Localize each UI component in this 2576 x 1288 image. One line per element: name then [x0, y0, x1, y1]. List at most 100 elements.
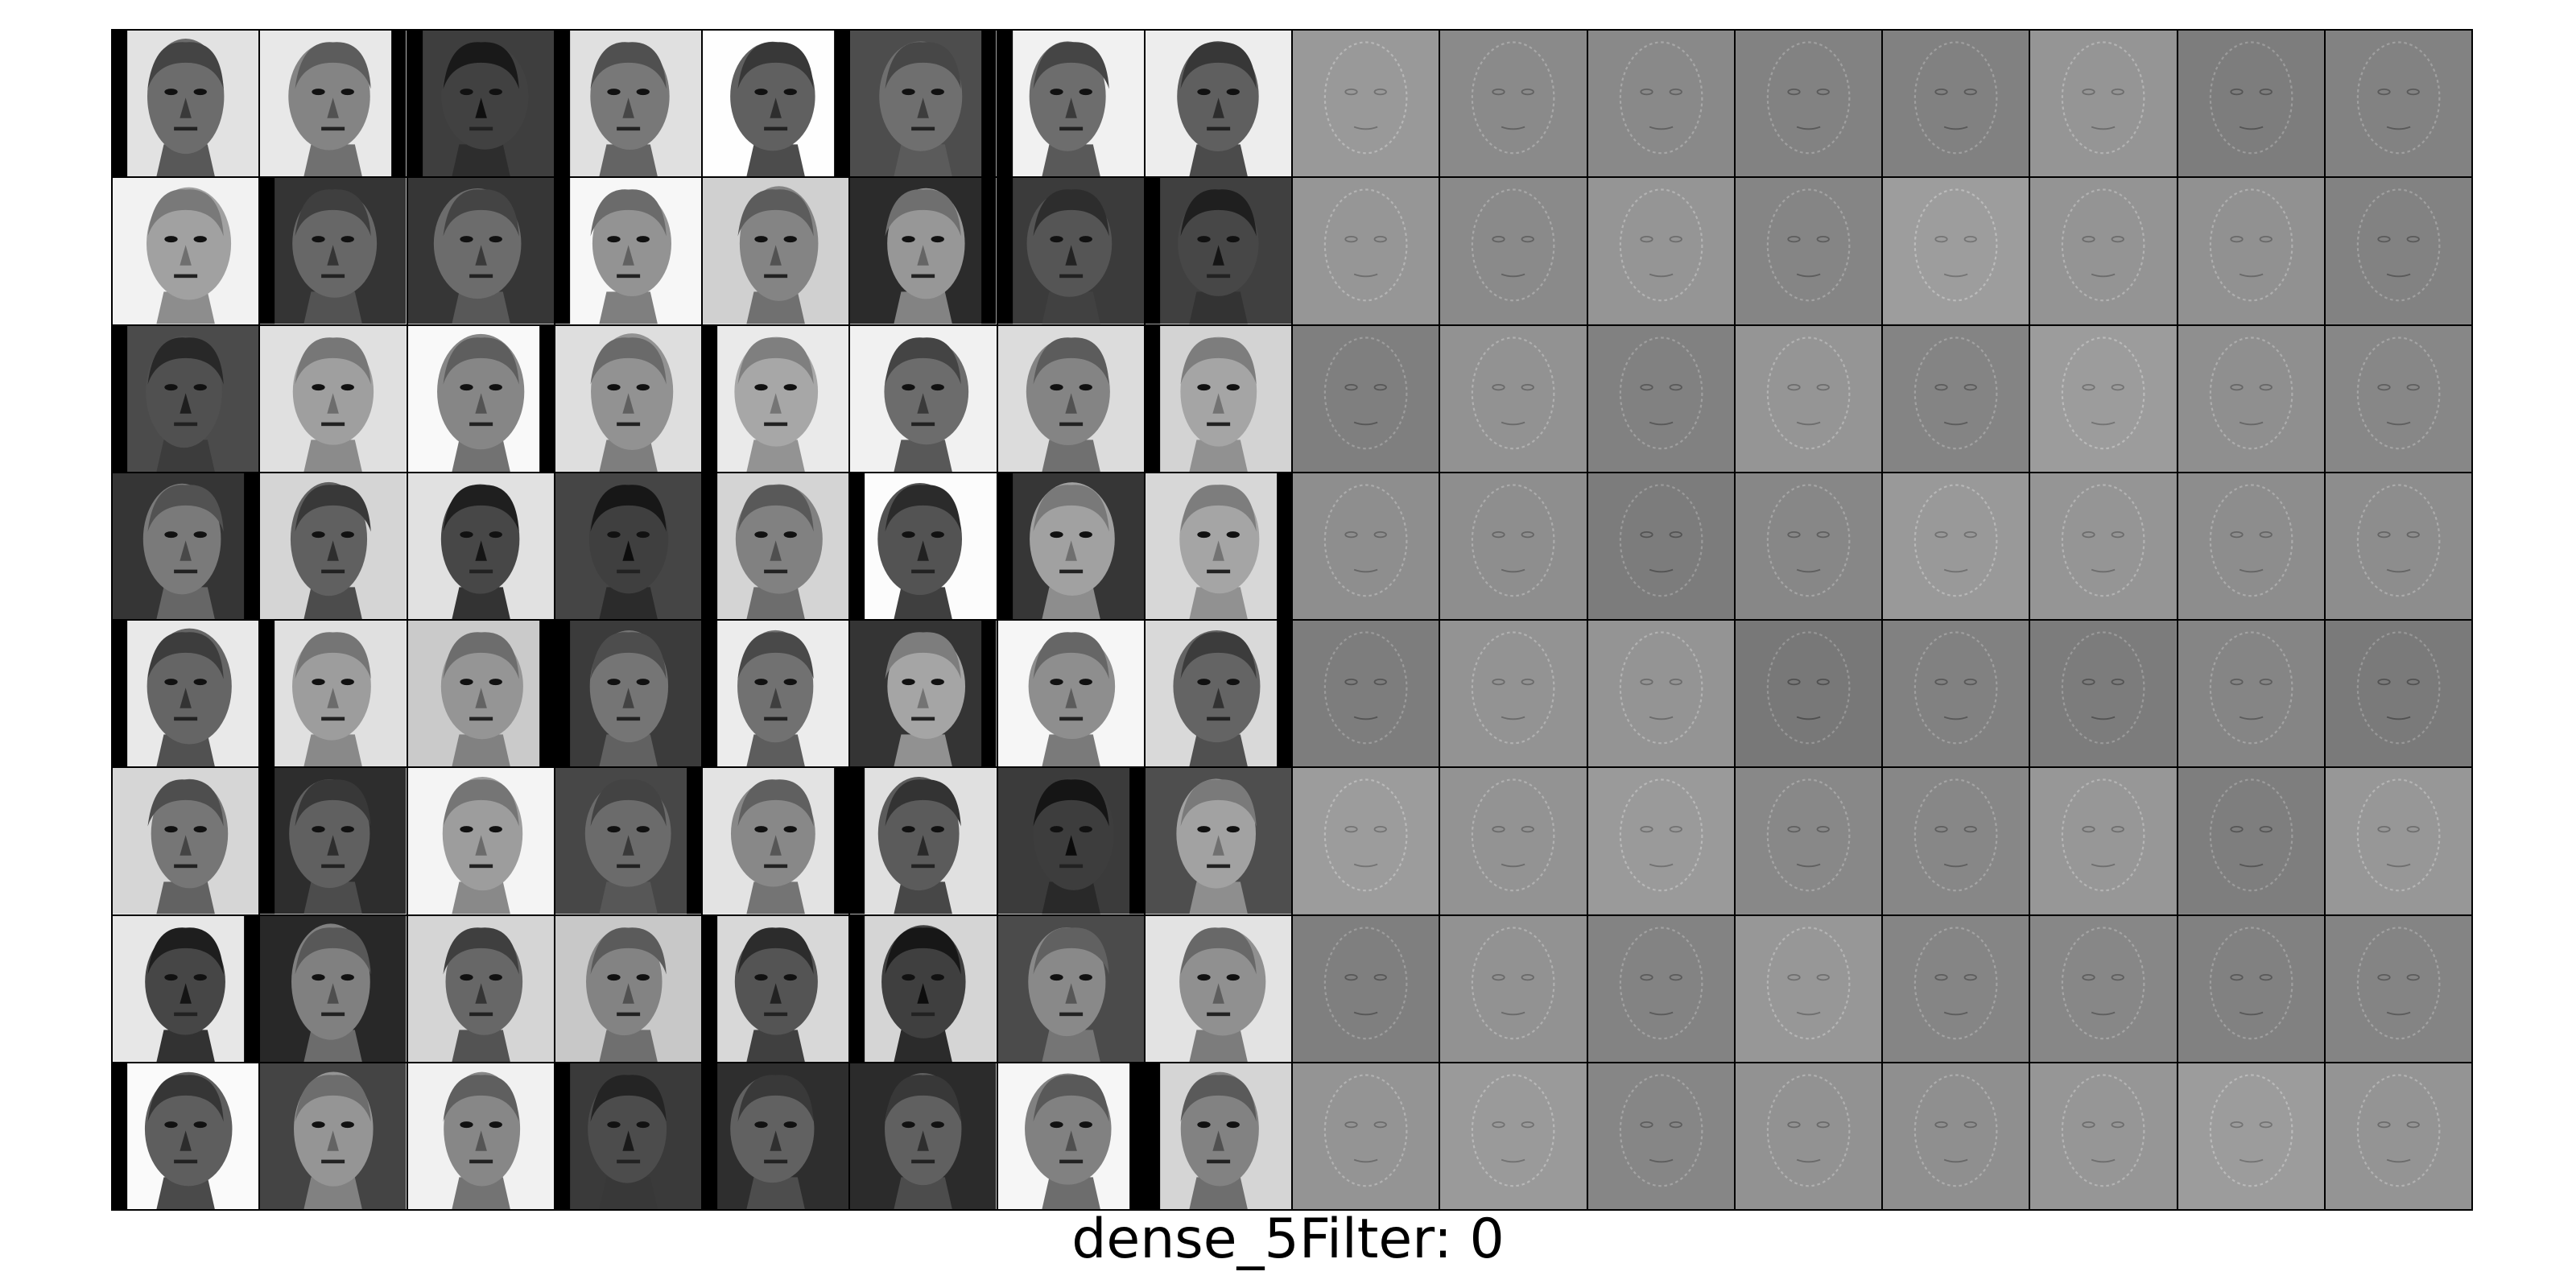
filter-map-tile [1587, 31, 1734, 177]
portrait-tile [703, 325, 849, 472]
portrait-image [703, 1063, 849, 1209]
portrait-image [113, 768, 259, 914]
portrait-image [997, 915, 1144, 1062]
image-grid [111, 29, 2473, 1211]
portrait-tile [703, 915, 849, 1062]
portrait-tile [260, 1063, 407, 1209]
portrait-image [260, 178, 407, 324]
portrait-image [407, 915, 554, 1062]
portrait-image [407, 325, 554, 472]
filter-image [1440, 31, 1587, 177]
portrait-image [407, 768, 554, 914]
filter-map-tile [2178, 768, 2324, 914]
portrait-image [703, 768, 849, 914]
filter-map-tile [1735, 31, 1881, 177]
filter-map-tile [2030, 621, 2177, 767]
portrait-tile [260, 621, 407, 767]
portrait-tile [260, 31, 407, 177]
portrait-image [407, 473, 554, 619]
filter-map-tile [1587, 1063, 1734, 1209]
filter-map-tile [1440, 1063, 1587, 1209]
portrait-image [555, 473, 701, 619]
filter-image [1440, 178, 1587, 324]
portrait-tile [850, 1063, 997, 1209]
portrait-tile [555, 325, 701, 472]
portrait-tile [703, 768, 849, 914]
portrait-image [850, 1063, 997, 1209]
portrait-tile [407, 621, 554, 767]
portrait-tile [850, 621, 997, 767]
filter-map-tile [2030, 1063, 2177, 1209]
portrait-image [555, 1063, 701, 1209]
filter-image [2178, 1063, 2324, 1209]
portrait-tile [997, 768, 1144, 914]
portrait-image [555, 915, 701, 1062]
portrait-image [703, 473, 849, 619]
portrait-image [113, 1063, 259, 1209]
filter-map-tile [2030, 473, 2177, 619]
portrait-tile [555, 31, 701, 177]
portrait-image [555, 768, 701, 914]
portrait-tile [113, 31, 259, 177]
filter-map-tile [1735, 178, 1881, 324]
filter-map-tile [2178, 1063, 2324, 1209]
portrait-tile [555, 473, 701, 619]
filter-map-tile [1883, 1063, 2029, 1209]
portrait-image [703, 915, 849, 1062]
filter-image [1735, 621, 1881, 767]
portrait-tile [260, 768, 407, 914]
filter-map-tile [1587, 621, 1734, 767]
portrait-image [703, 31, 849, 177]
filter-map-tile [2325, 473, 2471, 619]
portrait-tile [1145, 31, 1291, 177]
portrait-tile [850, 473, 997, 619]
filter-image [1883, 473, 2029, 619]
filter-image [2030, 178, 2177, 324]
filter-image [1587, 31, 1734, 177]
filter-map-tile [1440, 325, 1587, 472]
portrait-tile [997, 31, 1144, 177]
portrait-image [997, 325, 1144, 472]
filter-image [1293, 768, 1439, 914]
portrait-tile [997, 915, 1144, 1062]
portrait-image [850, 768, 997, 914]
filter-map-tile [2178, 325, 2324, 472]
portrait-image [555, 31, 701, 177]
portrait-tile [113, 621, 259, 767]
portrait-tile [113, 473, 259, 619]
portrait-image [260, 621, 407, 767]
portrait-image [555, 621, 701, 767]
filter-map-tile [2325, 178, 2471, 324]
portrait-image [113, 178, 259, 324]
filter-image [1735, 325, 1881, 472]
filter-map-tile [1440, 473, 1587, 619]
filter-map-tile [1293, 31, 1439, 177]
portrait-image [260, 31, 407, 177]
filter-map-tile [2030, 325, 2177, 472]
filter-map-tile [1587, 915, 1734, 1062]
portrait-image [1145, 768, 1291, 914]
portrait-tile [997, 325, 1144, 472]
filter-map-tile [1587, 325, 1734, 472]
portrait-tile [703, 621, 849, 767]
filter-image [1293, 915, 1439, 1062]
portrait-image [997, 31, 1144, 177]
portrait-tile [260, 178, 407, 324]
portrait-tile [703, 178, 849, 324]
filter-image [1883, 768, 2029, 914]
portrait-tile [1145, 178, 1291, 324]
filter-image [2325, 915, 2471, 1062]
portrait-tile [407, 31, 554, 177]
filter-map-tile [1440, 915, 1587, 1062]
portrait-tile [997, 621, 1144, 767]
filter-map-tile [2325, 768, 2471, 914]
portrait-tile [850, 915, 997, 1062]
portrait-tile [407, 768, 554, 914]
filter-map-tile [2325, 31, 2471, 177]
filter-image [1883, 325, 2029, 472]
portrait-tile [997, 178, 1144, 324]
filter-image [2325, 473, 2471, 619]
portrait-image [407, 178, 554, 324]
figure-caption: dense_5Filter: 0 [1071, 1208, 1505, 1271]
filter-map-tile [1883, 768, 2029, 914]
